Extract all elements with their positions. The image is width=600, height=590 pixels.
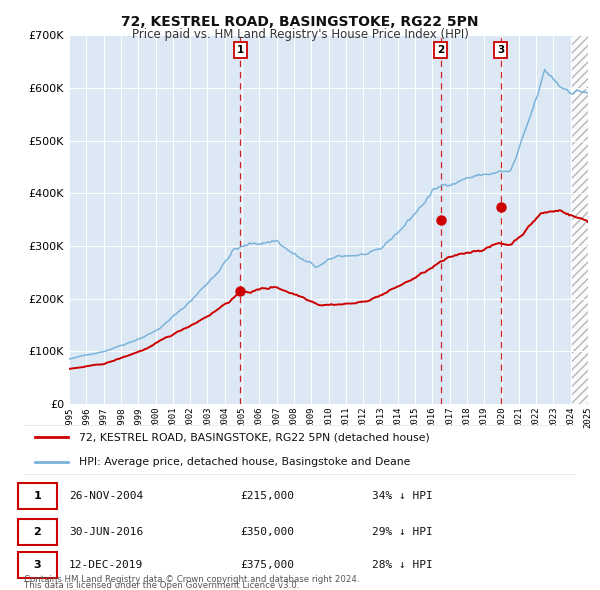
Text: Price paid vs. HM Land Registry's House Price Index (HPI): Price paid vs. HM Land Registry's House … <box>131 28 469 41</box>
Text: 1: 1 <box>236 45 244 55</box>
Text: £350,000: £350,000 <box>240 527 294 536</box>
Text: 1: 1 <box>34 491 41 501</box>
FancyBboxPatch shape <box>18 552 57 578</box>
Text: 72, KESTREL ROAD, BASINGSTOKE, RG22 5PN: 72, KESTREL ROAD, BASINGSTOKE, RG22 5PN <box>121 15 479 29</box>
Text: £375,000: £375,000 <box>240 560 294 570</box>
Text: 30-JUN-2016: 30-JUN-2016 <box>69 527 143 536</box>
Text: This data is licensed under the Open Government Licence v3.0.: This data is licensed under the Open Gov… <box>24 581 299 590</box>
FancyBboxPatch shape <box>18 483 57 509</box>
FancyBboxPatch shape <box>19 424 581 476</box>
Text: 34% ↓ HPI: 34% ↓ HPI <box>372 491 433 501</box>
Text: 3: 3 <box>497 45 504 55</box>
Text: 3: 3 <box>34 560 41 570</box>
Text: 26-NOV-2004: 26-NOV-2004 <box>69 491 143 501</box>
Text: HPI: Average price, detached house, Basingstoke and Deane: HPI: Average price, detached house, Basi… <box>79 457 410 467</box>
Text: 12-DEC-2019: 12-DEC-2019 <box>69 560 143 570</box>
Text: 2: 2 <box>437 45 445 55</box>
Text: Contains HM Land Registry data © Crown copyright and database right 2024.: Contains HM Land Registry data © Crown c… <box>24 575 359 584</box>
Bar <box>571 9 600 404</box>
Text: 72, KESTREL ROAD, BASINGSTOKE, RG22 5PN (detached house): 72, KESTREL ROAD, BASINGSTOKE, RG22 5PN … <box>79 432 430 442</box>
Text: 28% ↓ HPI: 28% ↓ HPI <box>372 560 433 570</box>
Text: 29% ↓ HPI: 29% ↓ HPI <box>372 527 433 536</box>
FancyBboxPatch shape <box>18 519 57 545</box>
Text: £215,000: £215,000 <box>240 491 294 501</box>
Text: 2: 2 <box>34 527 41 536</box>
